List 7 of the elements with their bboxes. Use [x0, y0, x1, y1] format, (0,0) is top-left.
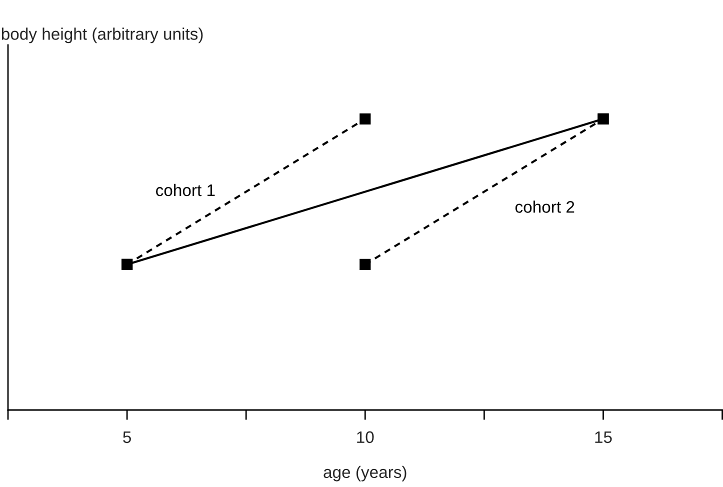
x-tick-label: 10	[357, 431, 374, 444]
series-label: cohort 2	[515, 200, 574, 213]
x-tick-label: 15	[595, 431, 612, 444]
y-axis-title: body height (arbitrary units)	[2, 28, 203, 44]
x-axis-title: age (years)	[324, 466, 406, 482]
series-label: cohort 1	[156, 184, 215, 196]
x-tick-label: 5	[123, 431, 131, 444]
